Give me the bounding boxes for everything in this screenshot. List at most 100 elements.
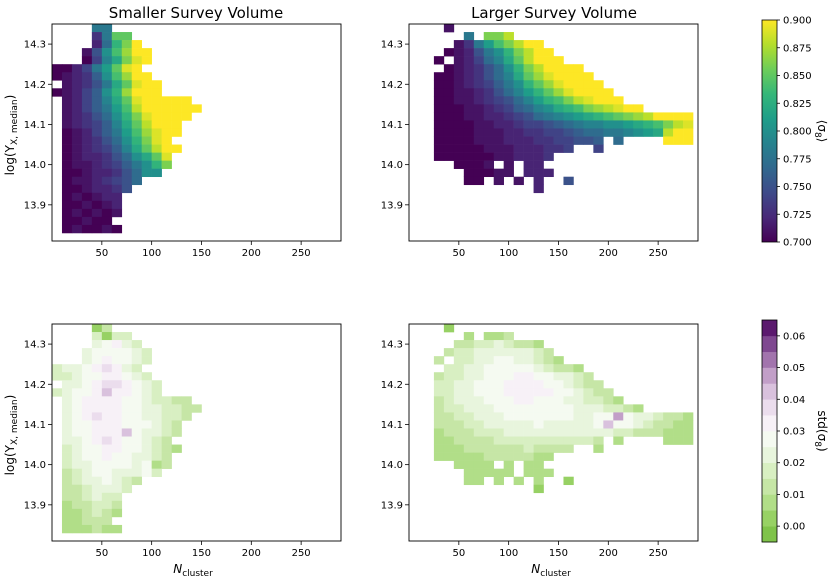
heatmap-cell xyxy=(61,128,73,137)
heatmap-cell xyxy=(141,152,152,161)
heatmap-cell xyxy=(81,56,93,65)
heatmap-cell xyxy=(573,364,584,373)
heatmap-cell xyxy=(101,128,113,137)
heatmap-cell xyxy=(151,412,162,421)
colorbar-tick-label: 0.02 xyxy=(783,458,805,469)
heatmap-cell xyxy=(493,104,504,113)
heatmap-cell xyxy=(513,152,524,161)
heatmap-cell xyxy=(61,492,73,502)
heatmap-cell xyxy=(151,388,162,397)
heatmap-cell xyxy=(593,144,604,153)
heatmap-cell xyxy=(131,104,142,113)
heatmap-cell xyxy=(493,468,504,478)
heatmap-cell xyxy=(493,96,504,105)
heatmap-cell xyxy=(151,112,162,121)
heatmap-cell xyxy=(513,64,524,73)
heatmap-cell xyxy=(533,64,544,73)
heatmap-cell xyxy=(553,64,564,73)
heatmap-cell xyxy=(543,72,554,81)
heatmap-cell xyxy=(111,64,123,73)
heatmap-cell xyxy=(453,388,465,397)
heatmap-cell xyxy=(623,104,634,113)
heatmap-cell xyxy=(71,184,83,194)
heatmap-cell xyxy=(61,372,73,381)
y-tick-label: 14.3 xyxy=(381,340,403,351)
heatmap-cell xyxy=(81,152,93,161)
heatmap-cell xyxy=(111,356,123,365)
heatmap-cell xyxy=(513,120,524,129)
heatmap-cell xyxy=(71,152,83,161)
heatmap-cell xyxy=(513,72,524,81)
heatmap-cell xyxy=(131,72,142,81)
heatmap-cell xyxy=(61,72,73,81)
heatmap-cell xyxy=(161,104,172,113)
heatmap-cell xyxy=(493,332,504,341)
heatmap-cell xyxy=(523,380,534,389)
heatmap-mean-larger: 50 100 150 200 250 13.9 14.0 14.1 14.2 14.3 xyxy=(381,23,699,259)
heatmap-cell xyxy=(523,420,534,429)
heatmap-cell xyxy=(453,112,465,121)
heatmap-cell xyxy=(111,112,123,121)
heatmap-cell xyxy=(503,96,514,105)
heatmap-cell xyxy=(473,396,485,405)
heatmap-cell xyxy=(483,372,495,381)
heatmap-cell xyxy=(473,56,485,65)
heatmap-cell xyxy=(141,120,152,129)
heatmap-cell xyxy=(473,96,485,105)
heatmap-cell xyxy=(453,404,465,413)
heatmap-cell xyxy=(663,120,674,129)
heatmap-cell xyxy=(523,348,534,357)
heatmap-cell xyxy=(111,48,123,57)
heatmap-cell xyxy=(181,396,192,405)
heatmap-cell xyxy=(131,88,142,97)
heatmap-cell xyxy=(191,104,202,113)
heatmap-cell xyxy=(81,364,93,373)
heatmap-cell xyxy=(503,80,514,89)
heatmap-cell xyxy=(433,436,445,445)
heatmap-cell xyxy=(121,428,133,437)
heatmap-cell xyxy=(141,168,152,178)
heatmap-cell xyxy=(131,348,142,357)
colorbar-level xyxy=(762,415,777,432)
heatmap-cell xyxy=(523,128,534,137)
panel-title-smaller: Smaller Survey Volume xyxy=(109,4,284,22)
heatmap-cell xyxy=(473,356,485,365)
heatmap-cell xyxy=(71,64,83,73)
heatmap-cell xyxy=(643,420,654,429)
heatmap-cell xyxy=(131,56,142,65)
heatmap-cell xyxy=(61,200,73,210)
heatmap-cell xyxy=(633,104,644,113)
heatmap-cell xyxy=(603,396,614,405)
colorbar-level xyxy=(762,462,777,479)
heatmap-cell xyxy=(91,168,103,178)
heatmap-cell xyxy=(141,412,152,421)
heatmap-cell xyxy=(71,80,83,89)
x-tick-label: 250 xyxy=(649,548,668,559)
heatmap-cell xyxy=(121,184,133,194)
heatmap-cell xyxy=(463,444,475,453)
heatmap-cell xyxy=(101,388,113,397)
heatmap-cell xyxy=(493,452,504,461)
heatmap-cell xyxy=(493,348,504,357)
heatmap-cell xyxy=(593,404,604,413)
heatmap-cell xyxy=(493,372,504,381)
heatmap-cell xyxy=(131,136,142,145)
heatmap-cell xyxy=(573,380,584,389)
x-tick-label: 250 xyxy=(292,248,311,259)
heatmap-cell xyxy=(583,412,594,421)
heatmap-cell xyxy=(523,152,534,161)
heatmap-cell xyxy=(81,160,93,169)
heatmap-cell xyxy=(553,428,564,437)
heatmap-cell xyxy=(533,460,544,469)
heatmap-cell xyxy=(111,492,123,502)
heatmap-cell xyxy=(523,468,534,478)
heatmap-cell xyxy=(483,40,495,49)
heatmap-cell xyxy=(463,64,475,73)
heatmap-cell xyxy=(101,412,113,421)
heatmap-cell xyxy=(483,380,495,389)
heatmap-cell xyxy=(483,452,495,461)
heatmap-cell xyxy=(553,420,564,429)
heatmap-cell xyxy=(623,428,634,437)
heatmap-cell xyxy=(453,96,465,105)
heatmap-cell xyxy=(543,96,554,105)
